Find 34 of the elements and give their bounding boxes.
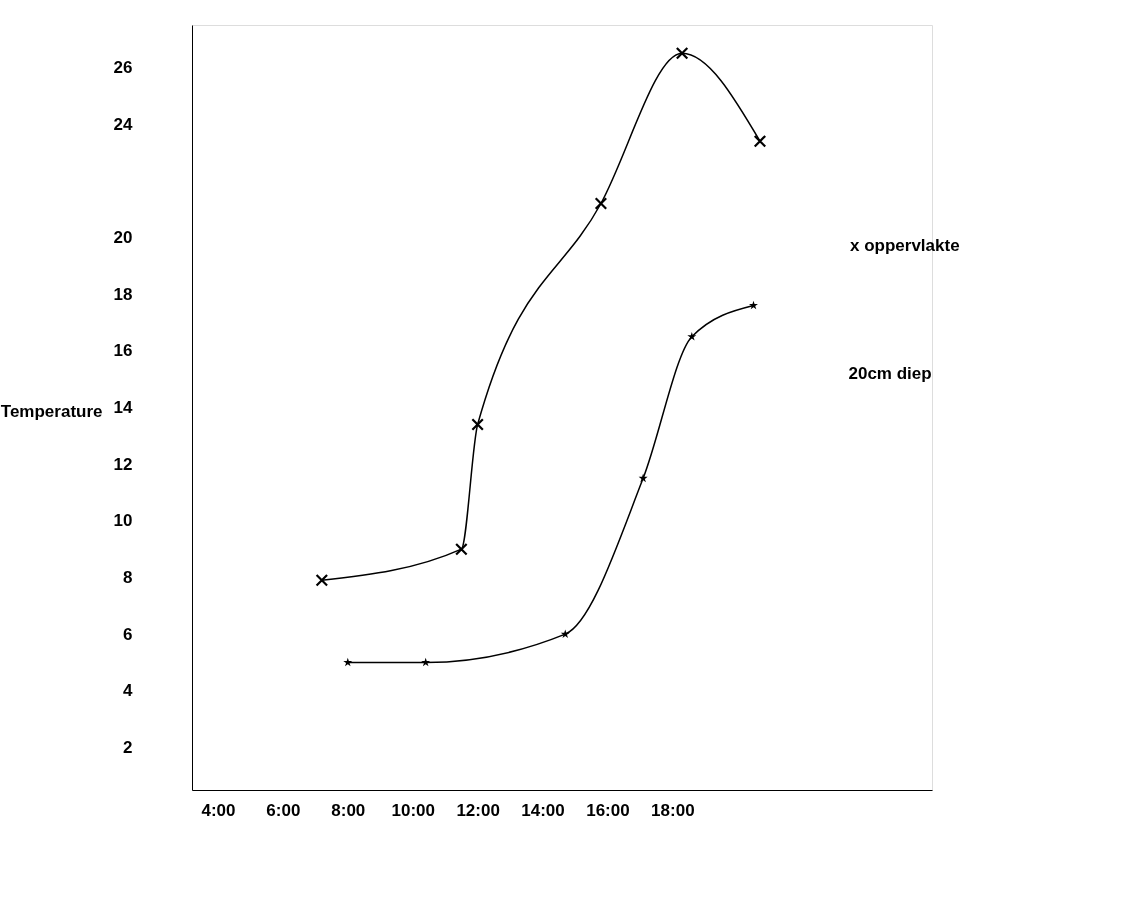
x-tick-label: 10:00: [391, 800, 435, 820]
x-tick-label: 4:00: [201, 800, 236, 820]
y-tick-label: 2: [123, 738, 133, 757]
y-tick-label: 8: [123, 568, 133, 587]
x-tick-label: 12:00: [456, 800, 500, 820]
point: [675, 46, 689, 60]
y-tick-label: 24: [113, 114, 134, 134]
text: x oppervlakte: [849, 236, 960, 256]
point: [315, 573, 329, 587]
y-tick-label: 20: [113, 228, 133, 247]
point: [343, 657, 353, 667]
y-tick-label: 18: [113, 284, 133, 304]
point: [455, 542, 468, 556]
x-tick-label: 6:00: [266, 800, 301, 820]
x-tick-label: 16:00: [586, 800, 630, 820]
point: [594, 197, 608, 210]
y-tick-label: 16: [113, 341, 133, 361]
point: [421, 657, 431, 667]
y-tick-label: 6: [123, 624, 133, 644]
point: [560, 629, 570, 639]
x-tick-label: 18:00: [651, 800, 695, 820]
y-tick-label: 14: [113, 398, 134, 417]
point: [471, 418, 484, 431]
point: [748, 300, 758, 310]
y-tick-label: 4: [123, 681, 134, 701]
y-axis-title: Temperature: [0, 401, 103, 421]
text: 20cm diep: [848, 363, 932, 383]
x-tick-label: 8:00: [331, 800, 366, 820]
y-tick-label: 26: [113, 58, 133, 77]
y-tick-label: 10: [113, 511, 133, 531]
point: [687, 331, 697, 341]
y-tick-label: 12: [113, 454, 133, 474]
x-tick-label: 14:00: [521, 800, 565, 820]
point: [753, 134, 767, 148]
